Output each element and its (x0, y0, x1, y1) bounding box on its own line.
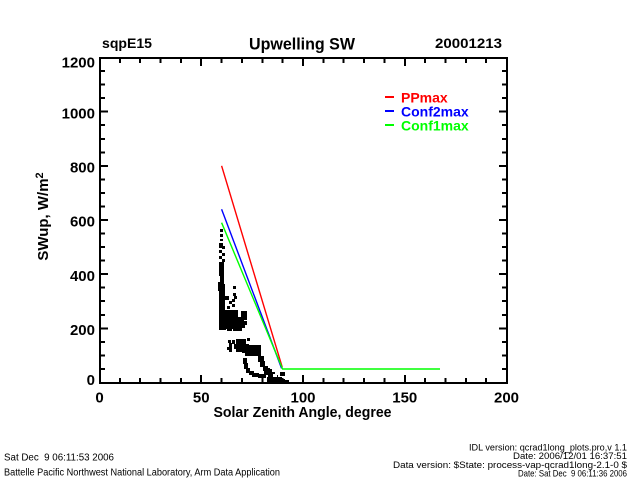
svg-text:Conf2max: Conf2max (401, 104, 469, 120)
svg-text:1200: 1200 (62, 55, 95, 72)
svg-text:Upwelling SW: Upwelling SW (249, 35, 356, 54)
svg-text:Battelle Pacific Northwest Nat: Battelle Pacific Northwest National Labo… (4, 468, 280, 479)
svg-text:800: 800 (70, 160, 95, 177)
svg-text:600: 600 (70, 214, 95, 231)
svg-text:Date: Sat Dec 9 06:11:36 2006: Date: Sat Dec 9 06:11:36 2006 (518, 469, 627, 479)
svg-text:0: 0 (87, 372, 95, 389)
svg-text:100: 100 (290, 390, 315, 407)
svg-text:Sat Dec 9 06:11:53 2006: Sat Dec 9 06:11:53 2006 (4, 453, 114, 464)
svg-text:Conf1max: Conf1max (401, 118, 469, 134)
svg-text:PPmax: PPmax (401, 90, 448, 106)
svg-text:200: 200 (494, 390, 519, 407)
svg-text:50: 50 (193, 390, 210, 407)
svg-text:150: 150 (392, 390, 417, 407)
svg-text:400: 400 (70, 268, 95, 285)
svg-text:SWup, W/m2: SWup, W/m2 (34, 172, 52, 260)
svg-text:0: 0 (95, 390, 103, 407)
svg-text:1000: 1000 (62, 105, 95, 122)
svg-text:Date: 2006/12/01 16:37:51: Date: 2006/12/01 16:37:51 (513, 451, 627, 461)
svg-text:200: 200 (70, 322, 95, 339)
svg-text:IDL version: qcrad1long_plots.: IDL version: qcrad1long_plots.pro,v 1.1 (469, 443, 627, 453)
svg-text:20001213: 20001213 (435, 35, 502, 51)
svg-text:Data version: $State: process-: Data version: $State: process-vap-qcrad1… (393, 460, 627, 470)
svg-text:Solar Zenith Angle, degree: Solar Zenith Angle, degree (214, 404, 392, 421)
svg-text:sqpE15: sqpE15 (102, 35, 152, 51)
